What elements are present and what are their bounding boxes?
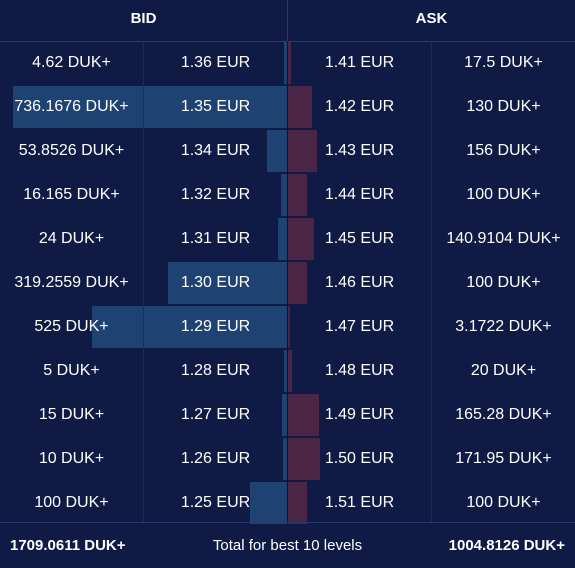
ask-depth-bar [288,262,307,304]
ask-amount: 100 DUK+ [466,494,541,511]
ask-depth-bar [288,438,320,480]
ask-amount: 3.1722 DUK+ [455,318,552,335]
bid-price: 1.30 EUR [180,274,251,291]
order-book-row[interactable]: 319.2559 DUK+ 1.30 EUR 1.46 EUR 100 DUK+ [0,261,575,305]
bid-amount: 53.8526 DUK+ [18,142,125,159]
order-book-row[interactable]: 736.1676 DUK+ 1.35 EUR 1.42 EUR 130 DUK+ [0,85,575,129]
ask-amount: 156 DUK+ [466,142,541,159]
spread-divider [287,41,288,522]
bid-price: 1.28 EUR [180,362,251,379]
ask-amount: 20 DUK+ [470,362,537,379]
order-book-row[interactable]: 5 DUK+ 1.28 EUR 1.48 EUR 20 DUK+ [0,349,575,393]
order-book-row[interactable]: 53.8526 DUK+ 1.34 EUR 1.43 EUR 156 DUK+ [0,129,575,173]
bid-amount: 15 DUK+ [38,406,105,423]
ask-depth-bar [288,86,312,128]
ask-depth-bar [288,174,307,216]
ask-depth-bar [288,218,314,260]
bid-depth-bar [13,86,287,128]
order-book-footer: Total for best 10 levels 1709.0611 DUK+ … [0,522,575,564]
order-book-row[interactable]: 16.165 DUK+ 1.32 EUR 1.44 EUR 100 DUK+ [0,173,575,217]
ask-depth-bar [288,394,319,436]
ask-price: 1.49 EUR [324,406,395,423]
ask-price: 1.42 EUR [324,98,395,115]
column-divider [143,41,144,522]
bid-header: BID [130,10,157,27]
bid-amount: 24 DUK+ [38,230,105,247]
bid-depth-bar [284,350,287,392]
ask-price: 1.50 EUR [324,450,395,467]
total-ask: 1004.8126 DUK+ [448,537,565,554]
order-book-row[interactable]: 24 DUK+ 1.31 EUR 1.45 EUR 140.9104 DUK+ [0,217,575,261]
bid-amount: 100 DUK+ [34,494,109,511]
ask-price: 1.44 EUR [324,186,395,203]
ask-depth-bar [288,130,317,172]
bid-price: 1.32 EUR [180,186,251,203]
bid-depth-bar [278,218,287,260]
bid-price: 1.31 EUR [180,230,251,247]
order-book-row[interactable]: 100 DUK+ 1.25 EUR 1.51 EUR 100 DUK+ [0,481,575,525]
ask-header: ASK [415,10,448,27]
ask-depth-bar [288,42,291,84]
ask-amount: 171.95 DUK+ [455,450,552,467]
ask-price: 1.43 EUR [324,142,395,159]
total-bid: 1709.0611 DUK+ [10,537,126,554]
bid-price: 1.29 EUR [180,318,251,335]
total-label: Total for best 10 levels [212,537,363,554]
column-divider [431,41,432,522]
bid-amount: 5 DUK+ [43,362,100,379]
bid-amount: 16.165 DUK+ [23,186,120,203]
bid-amount: 319.2559 DUK+ [14,274,129,291]
bid-depth-bar [267,130,287,172]
header-divider [287,0,288,41]
bid-amount: 4.62 DUK+ [32,54,111,71]
bid-depth-bar [283,438,287,480]
order-book-row[interactable]: 15 DUK+ 1.27 EUR 1.49 EUR 165.28 DUK+ [0,393,575,437]
bid-depth-bar [168,262,287,304]
ask-depth-bar [288,482,307,524]
bid-depth-bar [281,174,287,216]
bid-price: 1.25 EUR [180,494,251,511]
bid-depth-bar [92,306,287,348]
ask-amount: 165.28 DUK+ [455,406,552,423]
ask-depth-bar [288,350,292,392]
ask-price: 1.48 EUR [324,362,395,379]
ask-amount: 100 DUK+ [466,274,541,291]
ask-price: 1.47 EUR [324,318,395,335]
order-book-row[interactable]: 4.62 DUK+ 1.36 EUR 1.41 EUR 17.5 DUK+ [0,41,575,85]
ask-amount: 100 DUK+ [466,186,541,203]
order-book-header: BID ASK [0,0,575,42]
bid-price: 1.34 EUR [180,142,251,159]
bid-amount: 10 DUK+ [38,450,105,467]
bid-depth-bar [282,394,287,436]
bid-price: 1.35 EUR [180,98,251,115]
ask-price: 1.46 EUR [324,274,395,291]
ask-depth-bar [288,306,290,348]
bid-price: 1.26 EUR [180,450,251,467]
ask-amount: 17.5 DUK+ [464,54,543,71]
ask-price: 1.51 EUR [324,494,395,511]
bid-amount: 525 DUK+ [34,318,109,335]
bid-price: 1.36 EUR [180,54,251,71]
ask-price: 1.45 EUR [324,230,395,247]
bid-price: 1.27 EUR [180,406,251,423]
bid-depth-bar [284,42,287,84]
ask-amount: 140.9104 DUK+ [446,230,561,247]
bid-depth-bar [250,482,287,524]
order-book-row[interactable]: 10 DUK+ 1.26 EUR 1.50 EUR 171.95 DUK+ [0,437,575,481]
ask-price: 1.41 EUR [324,54,395,71]
order-book-row[interactable]: 525 DUK+ 1.29 EUR 1.47 EUR 3.1722 DUK+ [0,305,575,349]
bid-amount: 736.1676 DUK+ [14,98,129,115]
ask-amount: 130 DUK+ [466,98,541,115]
